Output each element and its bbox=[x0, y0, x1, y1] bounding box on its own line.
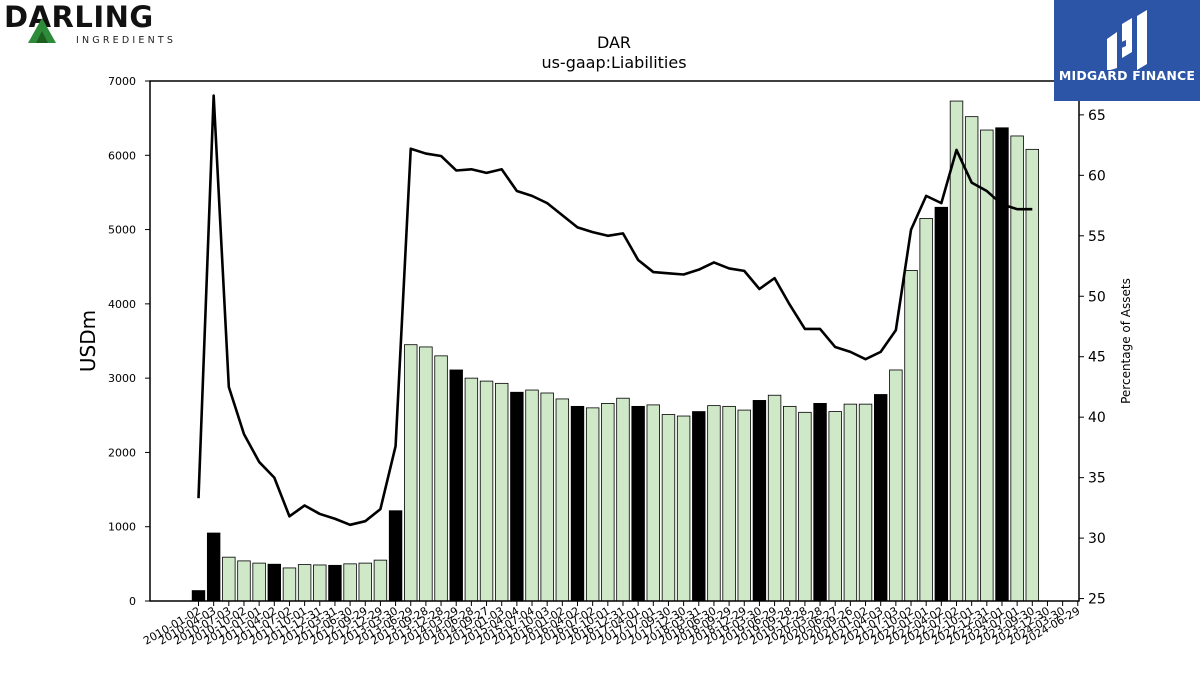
bar bbox=[434, 355, 448, 602]
bar bbox=[798, 411, 812, 602]
y2-tick-label: 25 bbox=[1088, 592, 1106, 608]
bar bbox=[692, 411, 706, 602]
y2-tick-label: 60 bbox=[1088, 168, 1106, 184]
y-axis-label: USDm bbox=[76, 310, 100, 372]
bar bbox=[783, 405, 797, 602]
y2-tick-label: 35 bbox=[1088, 471, 1106, 487]
bar bbox=[980, 129, 994, 602]
bar bbox=[767, 394, 782, 602]
company-logo-sub: INGREDIENTS bbox=[76, 35, 176, 46]
bar bbox=[419, 346, 433, 602]
bar bbox=[904, 270, 918, 602]
y-tick-label: 0 bbox=[129, 595, 136, 608]
bar bbox=[843, 403, 858, 602]
y2-tick-label: 40 bbox=[1088, 410, 1106, 426]
midgard-logo-icon bbox=[1107, 10, 1147, 71]
percentage-line bbox=[197, 94, 1033, 527]
watermark-text: MIDGARD FINANCE bbox=[1058, 68, 1196, 83]
bar bbox=[585, 407, 600, 602]
bar bbox=[494, 382, 509, 602]
y2-tick-label: 30 bbox=[1088, 531, 1106, 547]
bar bbox=[676, 415, 691, 602]
y2-tick-label: 55 bbox=[1088, 229, 1106, 245]
bar bbox=[358, 562, 372, 602]
y-axis-right: 25 30 35 40 45 50 55 60 65 bbox=[1079, 108, 1106, 608]
bar bbox=[525, 389, 539, 602]
bar bbox=[479, 380, 494, 602]
bar bbox=[540, 392, 554, 602]
y2-tick-label: 65 bbox=[1088, 108, 1106, 124]
bar bbox=[510, 391, 524, 602]
company-logo-graphic: DARLING INGREDIENTS bbox=[4, 0, 176, 46]
mountain-logo-icon bbox=[28, 18, 56, 43]
plot-frame bbox=[149, 80, 1080, 602]
bar bbox=[191, 590, 206, 602]
mountain-logo-inner-icon bbox=[36, 31, 48, 43]
bar bbox=[828, 411, 842, 602]
bar bbox=[206, 532, 221, 602]
bar bbox=[570, 405, 585, 602]
bar bbox=[343, 563, 357, 602]
y2-tick-label: 50 bbox=[1088, 289, 1106, 305]
bar bbox=[313, 564, 327, 602]
bar bbox=[752, 400, 767, 602]
bar bbox=[631, 405, 645, 602]
y-tick-label: 2000 bbox=[108, 446, 136, 459]
y2-tick-label: 45 bbox=[1088, 350, 1106, 366]
line-series bbox=[197, 94, 1033, 527]
y-axis-left: 0 1000 2000 3000 4000 5000 6000 7000 bbox=[108, 75, 150, 608]
bar bbox=[813, 402, 827, 602]
y2-axis-label: Percentage of Assets bbox=[1119, 278, 1133, 404]
y-tick-label: 5000 bbox=[108, 224, 136, 237]
bar bbox=[934, 206, 949, 602]
bar bbox=[464, 377, 479, 602]
company-logo: DARLING INGREDIENTS bbox=[0, 0, 180, 52]
watermark-logo: MIDGARD FINANCE bbox=[1054, 0, 1200, 101]
y-tick-label: 7000 bbox=[108, 75, 136, 88]
y-tick-label: 1000 bbox=[108, 521, 136, 534]
bar bbox=[267, 563, 282, 602]
chart-title: DAR bbox=[597, 33, 631, 52]
bar bbox=[282, 567, 297, 602]
bar bbox=[1010, 135, 1024, 602]
bar bbox=[661, 414, 676, 602]
bar bbox=[388, 510, 403, 602]
bar bbox=[328, 564, 342, 602]
bar bbox=[449, 369, 463, 602]
bar bbox=[616, 397, 630, 602]
bar bbox=[555, 398, 570, 602]
bar bbox=[297, 564, 312, 602]
bar bbox=[889, 369, 903, 602]
company-logo-word: DARLING bbox=[4, 0, 154, 34]
bar bbox=[858, 403, 873, 602]
bar bbox=[222, 556, 236, 602]
x-axis: 2010-01-022010-04-032010-07-032010-10-02… bbox=[141, 601, 1082, 648]
bar bbox=[707, 405, 721, 602]
bar bbox=[252, 562, 266, 602]
bar bbox=[874, 394, 888, 602]
bar-series bbox=[191, 100, 1040, 602]
bar bbox=[949, 100, 964, 602]
bar bbox=[601, 402, 615, 602]
y-tick-label: 4000 bbox=[108, 298, 136, 311]
bar bbox=[964, 116, 979, 602]
bar bbox=[1025, 148, 1040, 602]
bar bbox=[919, 218, 933, 602]
bar bbox=[373, 559, 388, 602]
y-tick-label: 3000 bbox=[108, 372, 136, 385]
bar bbox=[722, 405, 736, 602]
bar bbox=[404, 344, 418, 602]
chart-subtitle: us-gaap:Liabilities bbox=[541, 53, 686, 72]
bar bbox=[646, 404, 661, 602]
bar bbox=[737, 409, 751, 602]
y-tick-label: 6000 bbox=[108, 149, 136, 162]
bar bbox=[237, 560, 251, 602]
